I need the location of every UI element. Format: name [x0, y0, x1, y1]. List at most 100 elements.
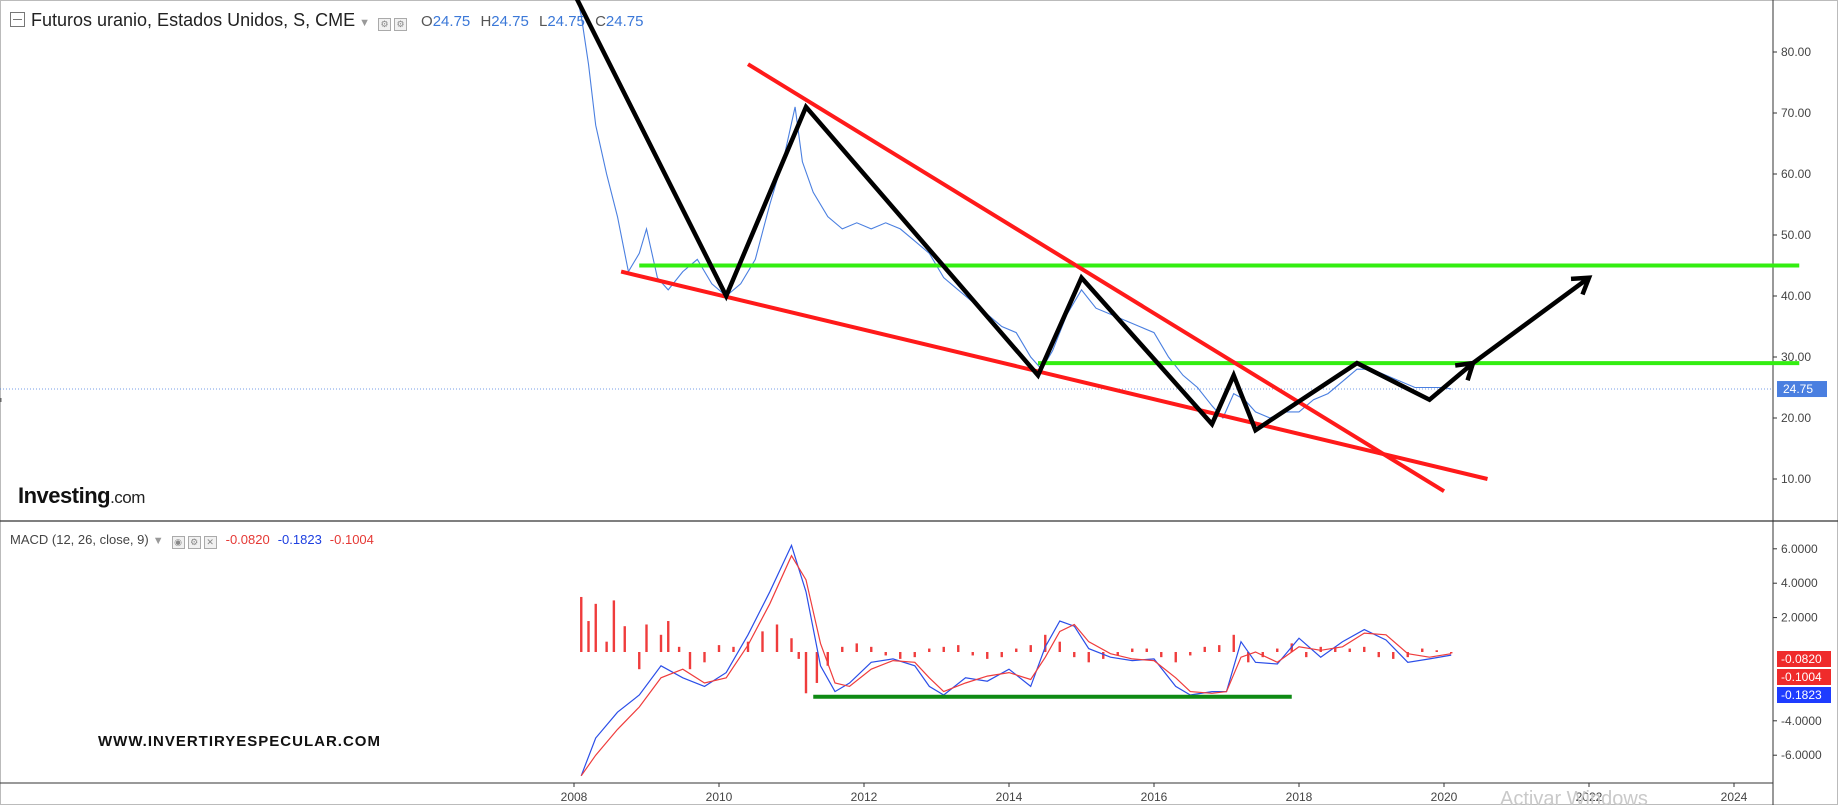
macd-histogram-bar	[1421, 648, 1424, 652]
macd-legend: MACD (12, 26, close, 9) ▼ ◉ ⚙ ✕ -0.0820 -0.182…	[10, 532, 374, 549]
macd-histogram-bar	[717, 645, 721, 652]
price-tick-label: 50.00	[1781, 228, 1811, 242]
legend-tools[interactable]: ⚙ ⚙	[378, 10, 410, 31]
price-layer	[0, 0, 1773, 420]
macd-histogram-bar	[1305, 652, 1308, 658]
time-tick-label: 2010	[706, 790, 733, 804]
drawing-overlay	[574, 0, 1800, 493]
price-tick-label: 60.00	[1781, 167, 1811, 181]
macd-histogram-bar	[804, 652, 808, 694]
macd-signal-value: -0.1823	[277, 532, 322, 547]
price-tick-label: 70.00	[1781, 106, 1811, 120]
macd-histogram-bar	[1218, 645, 1221, 652]
macd-histogram-bar	[841, 646, 844, 652]
price-legend: Futuros uranio, Estados Unidos, S, CME ▼ ⚙…	[10, 10, 643, 31]
time-tick-label: 2018	[1286, 790, 1313, 804]
high-key: H	[480, 13, 492, 30]
macd-histogram-bar	[1319, 646, 1322, 652]
macd-histogram-bar	[797, 652, 800, 659]
macd-hist-value: -0.1004	[329, 532, 374, 547]
trendline	[620, 269, 1488, 481]
macd-histogram-bar	[761, 631, 764, 652]
macd-histogram-bar	[1363, 646, 1366, 652]
time-tick-label: 2016	[1141, 790, 1168, 804]
macd-histogram-bar	[1058, 641, 1061, 652]
macd-tick-label: 2.0000	[1781, 611, 1818, 625]
time-tick-label: 2012	[851, 790, 878, 804]
macd-tick-label: -4.0000	[1781, 714, 1822, 728]
macd-tools[interactable]: ◉ ⚙ ✕	[171, 532, 220, 549]
macd-histogram-bar	[913, 652, 916, 658]
windows-activation-watermark: Activar Windows	[1500, 788, 1648, 810]
macd-histogram-bar	[1334, 646, 1337, 652]
macd-value-tag-text: -0.0820	[1781, 652, 1822, 666]
macd-histogram-bar	[638, 652, 641, 670]
open-value: 24.75	[432, 13, 471, 30]
eye-icon[interactable]: ◉	[171, 536, 185, 549]
macd-histogram-bar	[580, 596, 583, 652]
time-tick-label: 2024	[1721, 790, 1748, 804]
price-tick-label: 20.00	[1781, 411, 1811, 425]
macd-value: -0.0820	[225, 532, 270, 547]
close-value: 24.75	[605, 13, 644, 30]
macd-histogram-bar	[942, 646, 945, 652]
ohlc-values: O24.75 H24.75 L24.75 C24.75	[415, 13, 643, 30]
macd-value-tag	[1777, 651, 1831, 667]
price-tick-label: 30.00	[1781, 350, 1811, 364]
macd-histogram-bar	[1000, 652, 1003, 658]
macd-value-tag-text: -0.1004	[1781, 670, 1822, 684]
macd-histogram-bar	[1160, 652, 1163, 658]
projection-arrow	[1471, 275, 1591, 365]
macd-histogram-bar	[1073, 652, 1076, 658]
settings-icon[interactable]: ⚙	[187, 536, 201, 549]
macd-histogram-bar	[645, 624, 648, 652]
settings-alt-icon[interactable]: ⚙	[394, 18, 408, 31]
macd-tick-label: 6.0000	[1781, 542, 1818, 556]
macd-histogram-bar	[1276, 648, 1279, 652]
macd-histogram-bar	[957, 645, 960, 652]
macd-tick-label: -6.0000	[1781, 748, 1822, 762]
macd-histogram-bar	[1174, 652, 1177, 663]
website-watermark: WWW.INVERTIRYESPECULAR.COM	[98, 733, 381, 750]
time-tick-label: 2008	[561, 790, 588, 804]
chevron-down-icon[interactable]: ▼	[152, 535, 164, 547]
macd-histogram-bar	[594, 603, 597, 652]
macd-value-tag-text: -0.1823	[1781, 688, 1822, 702]
macd-histogram-bar	[659, 634, 663, 652]
macd-histogram-bar	[1450, 652, 1453, 654]
price-tick-label: 10.00	[1781, 472, 1811, 486]
close-icon[interactable]: ✕	[203, 536, 217, 549]
macd-histogram-bar	[1247, 652, 1250, 663]
macd-histogram-bar	[1435, 650, 1438, 652]
projection-arrow-head	[1570, 275, 1593, 296]
current-price-tag-text: 24.75	[1783, 382, 1813, 396]
open-key: O	[421, 13, 433, 30]
macd-label: MACD (12, 26, close, 9)	[10, 532, 149, 547]
macd-histogram-bar	[899, 652, 902, 659]
collapse-icon[interactable]	[10, 12, 25, 27]
macd-histogram-bar	[587, 621, 590, 652]
price-tick-label: 80.00	[1781, 45, 1811, 59]
macd-histogram-bar	[815, 652, 819, 683]
macd-histogram-bar	[667, 621, 670, 652]
macd-histogram-bar	[1203, 646, 1206, 652]
chevron-down-icon[interactable]: ▼	[359, 17, 371, 29]
high-value: 24.75	[491, 13, 529, 30]
macd-histogram-bar	[1189, 652, 1192, 656]
macd-histogram-bar	[1406, 652, 1409, 658]
axis-labels: 10.00 20.00 30.00 40.00 50.00 60.00 70.00 80.00…	[561, 45, 1831, 804]
macd-histogram-bar	[790, 638, 793, 652]
macd-histogram-bar	[612, 600, 616, 652]
macd-histogram-bar	[1131, 648, 1134, 652]
current-price-tag	[1777, 381, 1827, 398]
macd-histogram-bar	[1116, 652, 1119, 656]
macd-histogram-bar	[623, 626, 626, 652]
macd-histogram-bar	[870, 646, 873, 652]
macd-value-tag	[1777, 669, 1831, 685]
settings-icon[interactable]: ⚙	[378, 18, 392, 31]
close-key: C	[595, 13, 606, 30]
macd-histogram-bar	[677, 646, 681, 652]
